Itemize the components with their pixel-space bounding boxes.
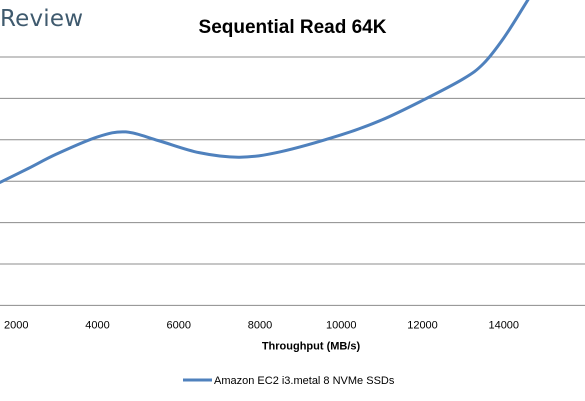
x-tick-label: 8000: [248, 319, 272, 331]
gridlines: [0, 56, 585, 306]
x-tick-label: 4000: [85, 319, 109, 331]
x-tick-label: 14000: [488, 319, 519, 331]
legend-label: Amazon EC2 i3.metal 8 NVMe SSDs: [214, 375, 395, 387]
x-tick-label: 12000: [407, 319, 438, 331]
series-group: [0, 0, 530, 184]
series-line: [0, 0, 530, 184]
x-axis-ticks: 2000 4000 6000 8000 10000 12000 14000: [4, 319, 519, 331]
brand-logo: Review: [0, 6, 84, 32]
x-axis-label: Throughput (MB/s): [262, 340, 361, 352]
chart-title: Sequential Read 64K: [198, 17, 387, 38]
x-tick-label: 6000: [167, 319, 191, 331]
legend: Amazon EC2 i3.metal 8 NVMe SSDs: [183, 375, 395, 387]
x-tick-label: 10000: [326, 319, 357, 331]
x-tick-label: 2000: [4, 319, 28, 331]
